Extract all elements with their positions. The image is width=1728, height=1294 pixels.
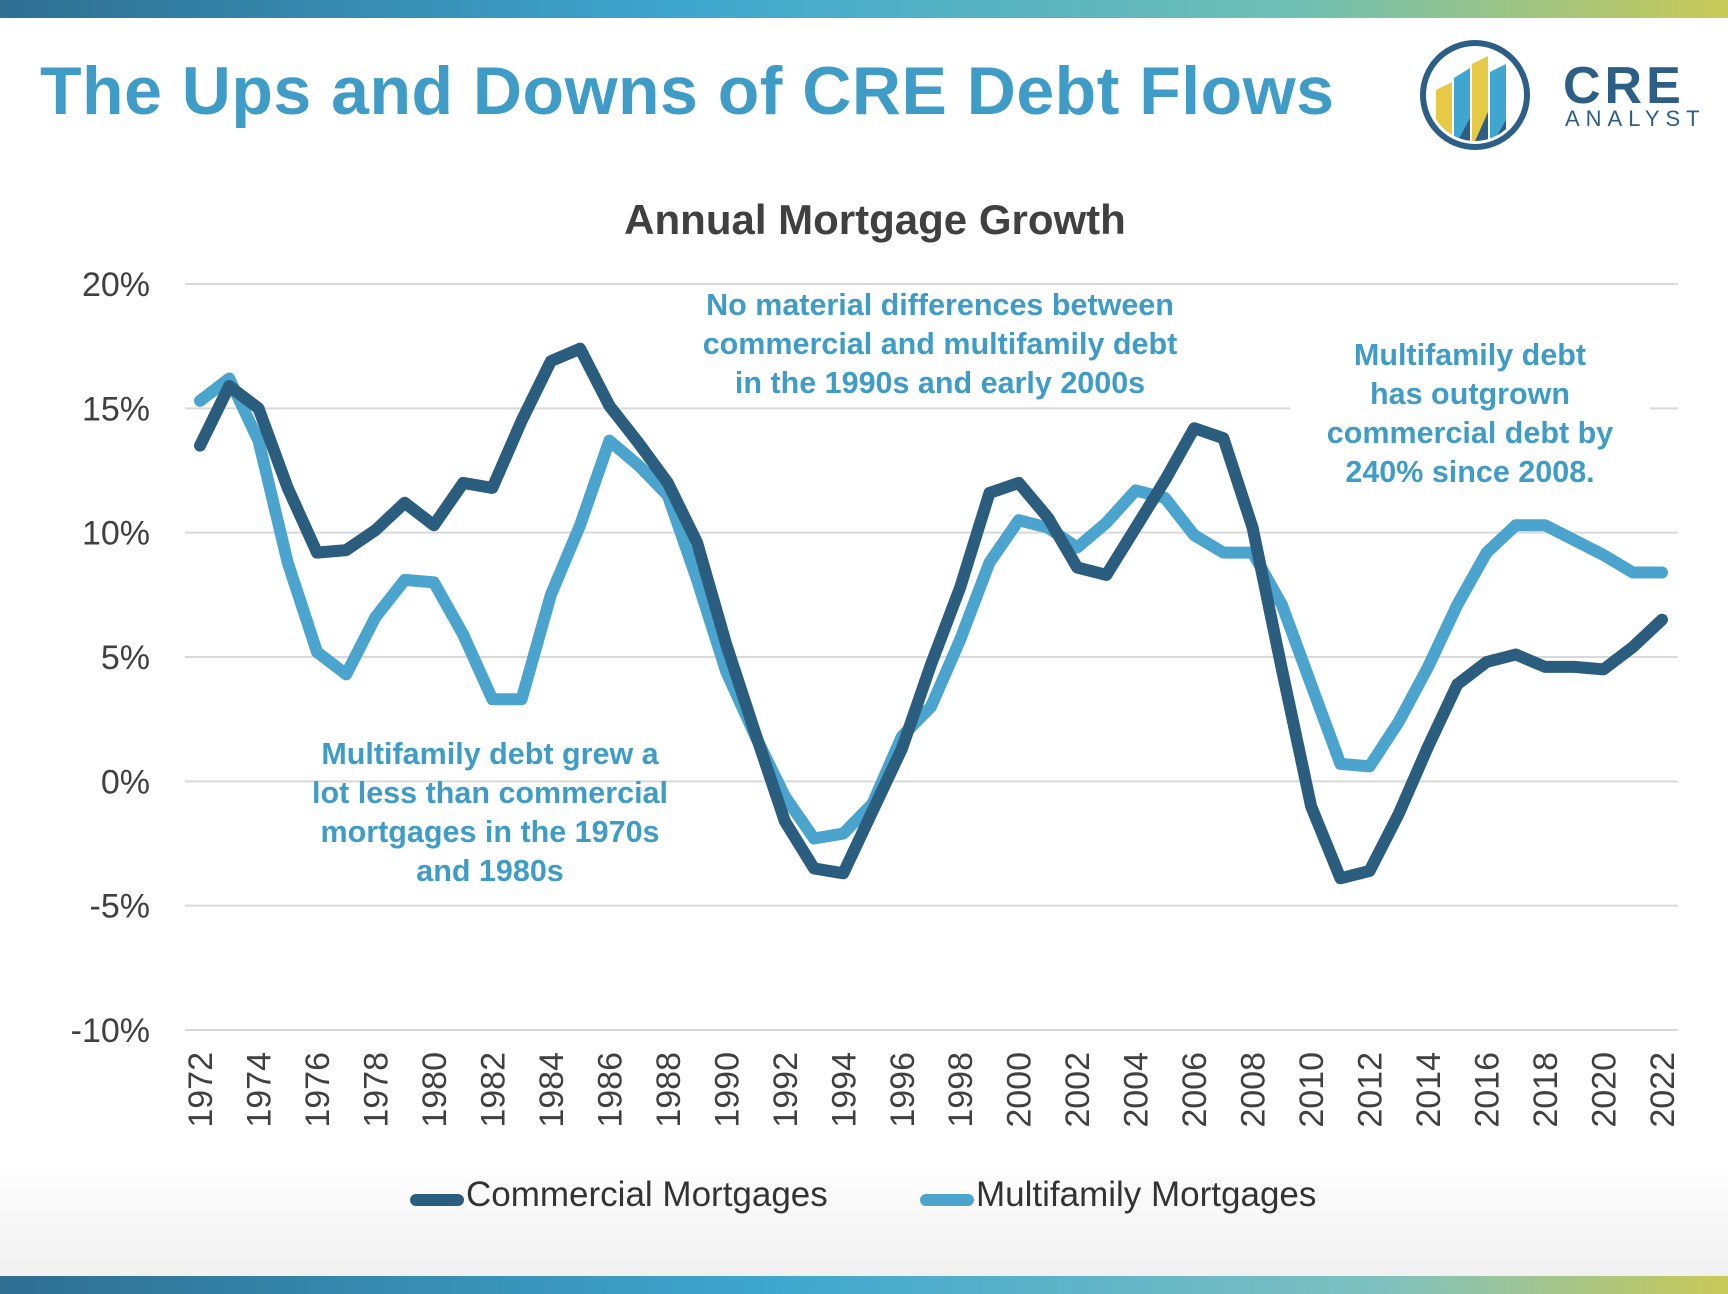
slide-title: The Ups and Downs of CRE Debt Flows [40, 53, 1335, 129]
x-tick-label: 1984 [533, 1052, 571, 1128]
annotation-line: commercial and multifamily debt [702, 327, 1178, 361]
x-tick-label: 2002 [1059, 1052, 1097, 1128]
legend-label-multifamily: Multifamily Mortgages [976, 1175, 1317, 1214]
annotation-line: lot less than commercial [312, 776, 668, 810]
legend-swatch-commercial [410, 1194, 464, 1206]
x-tick-label: 1992 [767, 1052, 805, 1128]
x-tick-label: 1972 [182, 1052, 220, 1128]
annotation-line: No material differences between [706, 288, 1174, 322]
logo-brand-text: CRE [1563, 57, 1685, 115]
x-tick-label: 1982 [474, 1052, 512, 1128]
top-accent-bar [0, 0, 1728, 18]
annotation-line: and 1980s [416, 854, 564, 888]
x-tick-label: 2008 [1235, 1052, 1273, 1128]
x-tick-label: 2020 [1586, 1052, 1624, 1128]
x-tick-label: 1980 [416, 1052, 454, 1128]
x-tick-label: 2022 [1644, 1052, 1682, 1128]
logo-emblem-icon [1420, 40, 1530, 150]
y-tick-label: -10% [71, 1012, 150, 1050]
y-tick-label: 15% [82, 390, 150, 428]
annotation-seventies: Multifamily debt grew a lot less than co… [250, 735, 730, 891]
x-tick-label: 2014 [1410, 1052, 1448, 1128]
series-line-commercial [194, 342, 1668, 885]
x-tick-label: 1998 [942, 1052, 980, 1128]
legend-swatch-multifamily [920, 1194, 974, 1206]
x-tick-label: 2010 [1293, 1052, 1331, 1128]
annotation-line: mortgages in the 1970s [320, 815, 660, 849]
bottom-accent-bar [0, 1276, 1728, 1294]
x-tick-label: 1974 [240, 1052, 278, 1128]
annotation-line: commercial debt by [1326, 416, 1614, 450]
y-tick-label: 0% [101, 763, 150, 801]
annotation-line: Multifamily debt [1353, 338, 1587, 372]
x-tick-label: 2018 [1527, 1052, 1565, 1128]
annotation-line: has outgrown [1370, 377, 1570, 411]
y-tick-label: -5% [90, 888, 150, 926]
x-tick-label: 1996 [884, 1052, 922, 1128]
y-tick-label: 20% [82, 266, 150, 304]
x-tick-label: 2006 [1176, 1052, 1214, 1128]
x-tick-label: 2012 [1352, 1052, 1390, 1128]
x-tick-label: 2004 [1118, 1052, 1156, 1128]
series-line-multifamily [194, 372, 1668, 845]
x-tick-label: 1986 [591, 1052, 629, 1128]
x-tick-label: 1994 [825, 1052, 863, 1128]
y-tick-label: 10% [82, 515, 150, 553]
annotation-line: in the 1990s and early 2000s [734, 366, 1146, 400]
x-tick-label: 1990 [708, 1052, 746, 1128]
x-tick-label: 2016 [1469, 1052, 1507, 1128]
legend-label-commercial: Commercial Mortgages [466, 1175, 828, 1214]
annotation-since-2008: Multifamily debt has outgrown commercial… [1290, 336, 1650, 492]
annotation-line: 240% since 2008. [1345, 455, 1595, 489]
x-tick-label: 1988 [650, 1052, 688, 1128]
annotation-line: Multifamily debt grew a [321, 737, 659, 771]
x-tick-label: 2000 [1001, 1052, 1039, 1128]
x-tick-label: 1978 [357, 1052, 395, 1128]
x-tick-label: 1976 [299, 1052, 337, 1128]
chart-title: Annual Mortgage Growth [624, 196, 1126, 243]
cre-analyst-logo: CRE ANALYST [1418, 38, 1708, 152]
y-tick-label: 5% [101, 639, 150, 677]
bottom-fade [0, 1160, 1728, 1276]
annotation-nineties: No material differences between commerci… [645, 286, 1235, 403]
logo-tagline-text: ANALYST [1565, 106, 1706, 131]
